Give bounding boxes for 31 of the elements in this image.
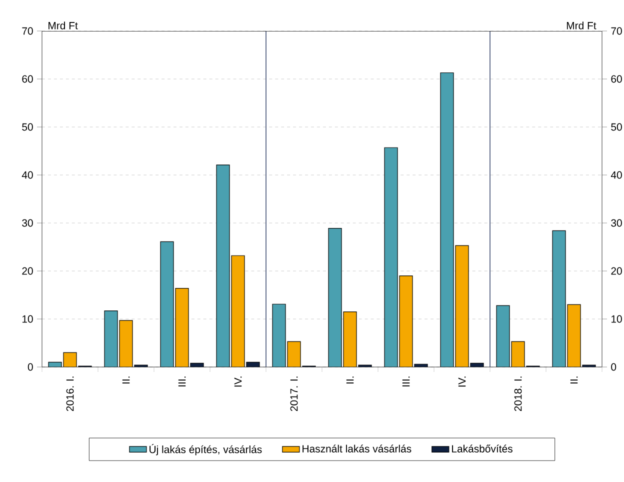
y-tick-label: 0 [28,363,33,371]
y-tick-label: 70 [22,27,33,35]
x-tick-label: 2018. I. [514,376,522,412]
y-tick-label: 50 [22,123,33,131]
y2-tick-label: 70 [611,27,622,35]
y2-tick-label: 0 [611,363,616,371]
y2-tick-label: 10 [611,315,622,323]
x-tick-label: IV. [458,376,466,387]
legend-label: Lakásbővítés [452,444,512,452]
y-axis-title: Mrd Ft [48,22,78,30]
y-tick-label: 40 [22,171,33,179]
x-tick-label: III. [178,376,186,386]
y2-tick-label: 30 [611,219,622,227]
y-tick-label: 60 [22,75,33,83]
y2-tick-label: 60 [611,75,622,83]
y-tick-label: 10 [22,315,33,323]
x-tick-label: III. [402,376,410,386]
y-tick-label: 30 [22,219,33,227]
x-tick-label: 2017. I. [290,376,298,412]
y2-axis-title: Mrd Ft [566,22,596,30]
y2-tick-label: 20 [611,267,622,275]
x-tick-label: II. [570,376,578,384]
y2-tick-label: 50 [611,123,622,131]
y2-tick-label: 40 [610,171,622,179]
legend-label: Új lakás építés, vásárlás [150,444,262,456]
x-tick-label: II. [346,376,354,384]
legend-label: Használt lakás vásárlás [302,444,412,452]
x-tick-label: IV. [234,376,242,387]
x-tick-label: 2016. I. [66,376,74,412]
x-tick-label: II. [122,376,130,384]
y-tick-label: 20 [22,267,33,275]
